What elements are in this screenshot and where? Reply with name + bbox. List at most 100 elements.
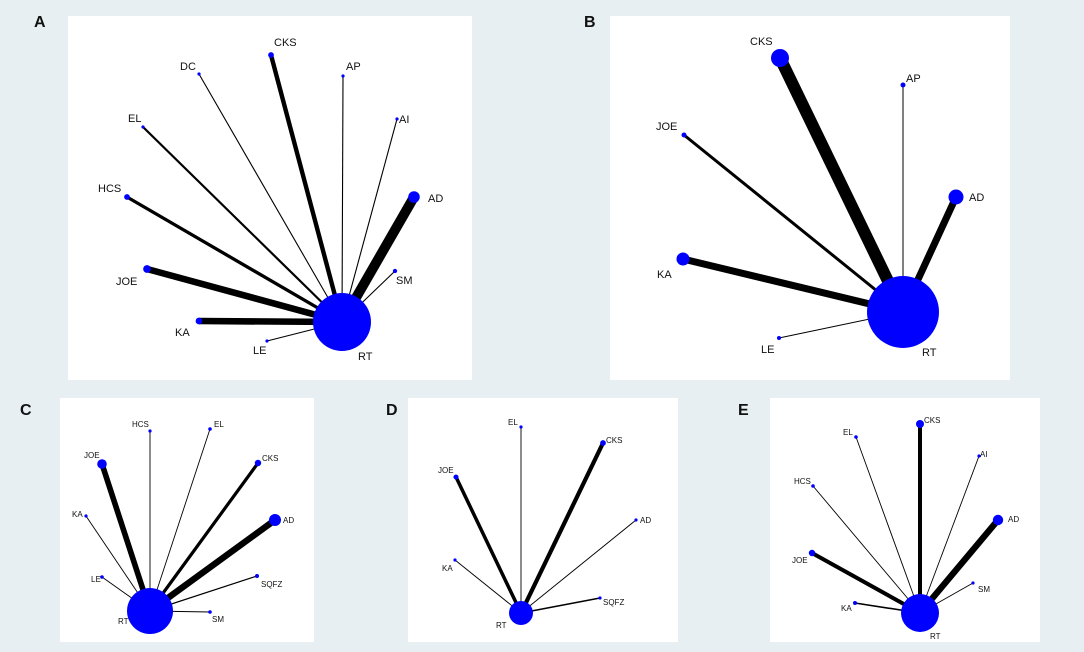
edges-d <box>454 427 637 614</box>
node-label-rt: RT <box>496 621 507 630</box>
node-label-ad: AD <box>428 193 443 205</box>
node-label-ad: AD <box>283 516 294 525</box>
edge-rt-hcs <box>812 485 921 614</box>
edge-rt-el <box>142 126 343 323</box>
nodes-e <box>808 420 1004 632</box>
node-el <box>208 427 212 431</box>
node-dc <box>197 72 201 76</box>
panel-e: CKS EL AI HCS AD SM JOE KA RT <box>770 398 1040 642</box>
node-ad <box>948 189 964 205</box>
edge-rt-ad <box>917 517 1001 616</box>
node-label-sm: SM <box>396 275 413 287</box>
edge-rt-el <box>855 436 921 614</box>
edges-b <box>682 55 960 339</box>
node-sqfz <box>598 596 602 600</box>
edge-rt-cks <box>268 54 345 323</box>
node-label-sqfz: SQFZ <box>261 580 282 589</box>
labels-a: CKS DC AP AI EL AD HCS SM JOE KA LE RT <box>98 37 443 363</box>
network-plot-b: CKS AP JOE AD KA LE RT <box>656 36 984 359</box>
node-label-joe: JOE <box>656 121 677 133</box>
network-plot-a: CKS DC AP AI EL AD HCS SM JOE KA LE RT <box>98 37 443 363</box>
edge-rt-ai <box>919 455 980 614</box>
edge-rt-joe <box>454 476 523 614</box>
edge-rt-ad <box>148 517 277 614</box>
node-sm <box>971 581 975 585</box>
node-label-ka: KA <box>175 327 190 339</box>
node-cks <box>254 459 262 467</box>
node-label-el: EL <box>843 428 853 437</box>
node-le <box>265 339 269 343</box>
node-cks <box>916 420 924 428</box>
node-le <box>777 336 781 340</box>
network-plot-d: EL CKS JOE AD KA SQFZ RT <box>438 418 651 630</box>
node-label-hcs: HCS <box>132 420 149 429</box>
network-plot-c: HCS EL JOE CKS KA AD LE SQFZ SM RT <box>72 420 294 634</box>
node-label-le: LE <box>761 344 774 356</box>
node-cks <box>771 49 789 67</box>
node-label-ai: AI <box>399 114 409 126</box>
node-cks <box>268 52 274 58</box>
node-label-ka: KA <box>657 269 672 281</box>
node-ai <box>395 117 399 121</box>
node-label-le: LE <box>91 575 101 584</box>
edge-rt-ka <box>682 255 904 316</box>
node-ai <box>977 454 981 458</box>
edge-rt-ai <box>341 118 398 323</box>
node-joe <box>681 132 687 138</box>
node-label-ka: KA <box>72 510 83 519</box>
node-label-hcs: HCS <box>794 477 811 486</box>
node-rt-hub <box>901 594 939 632</box>
edges-a <box>126 54 419 342</box>
edge-rt-cks <box>774 55 909 315</box>
labels-b: CKS AP JOE AD KA LE RT <box>656 36 984 359</box>
nodes-c <box>84 427 281 634</box>
nodes-b <box>676 49 964 348</box>
node-label-joe: JOE <box>792 556 808 565</box>
node-hcs <box>124 194 130 200</box>
node-ap <box>341 74 345 78</box>
node-sm <box>392 268 398 274</box>
panel-letter-e: E <box>738 402 749 419</box>
node-ka <box>84 514 88 518</box>
edge-rt-ka <box>454 559 522 614</box>
node-sm <box>208 610 212 614</box>
edges-c <box>85 428 277 614</box>
edge-rt-sqfz <box>520 597 601 614</box>
node-rt-hub <box>313 293 371 351</box>
node-cks <box>600 440 606 446</box>
node-ka <box>853 601 857 605</box>
node-label-ka: KA <box>841 604 852 613</box>
node-label-rt: RT <box>922 347 937 359</box>
node-ap <box>900 82 906 88</box>
node-label-sm: SM <box>212 615 224 624</box>
edge-rt-joe <box>811 551 921 615</box>
edge-rt-el <box>149 428 211 612</box>
node-label-cks: CKS <box>262 454 278 463</box>
panel-letter-a: A <box>34 14 46 31</box>
node-joe <box>97 459 107 469</box>
node-label-rt: RT <box>118 617 129 626</box>
node-label-sm: SM <box>978 585 990 594</box>
node-ad <box>634 518 638 522</box>
labels-e: CKS EL AI HCS AD SM JOE KA RT <box>792 416 1019 641</box>
edge-rt-cks <box>519 442 605 614</box>
node-label-ad: AD <box>1008 515 1019 524</box>
node-label-cks: CKS <box>606 436 622 445</box>
labels-d: EL CKS JOE AD KA SQFZ RT <box>438 418 651 630</box>
edges-e <box>811 424 1001 616</box>
node-le <box>100 575 104 579</box>
node-label-ad: AD <box>640 516 651 525</box>
node-label-dc: DC <box>180 61 196 73</box>
node-hcs <box>811 484 815 488</box>
labels-c: HCS EL JOE CKS KA AD LE SQFZ SM RT <box>72 420 294 626</box>
node-rt-hub <box>509 601 533 625</box>
edge-rt-hcs <box>126 195 343 324</box>
node-label-cks: CKS <box>274 37 297 49</box>
network-plot-e: CKS EL AI HCS AD SM JOE KA RT <box>792 416 1019 641</box>
node-ad <box>269 514 281 526</box>
node-el <box>141 125 145 129</box>
panel-a: CKS DC AP AI EL AD HCS SM JOE KA LE RT <box>68 16 472 380</box>
node-el <box>519 425 523 429</box>
panel-letter-c: C <box>20 402 32 419</box>
edge-rt-ap <box>341 75 344 323</box>
